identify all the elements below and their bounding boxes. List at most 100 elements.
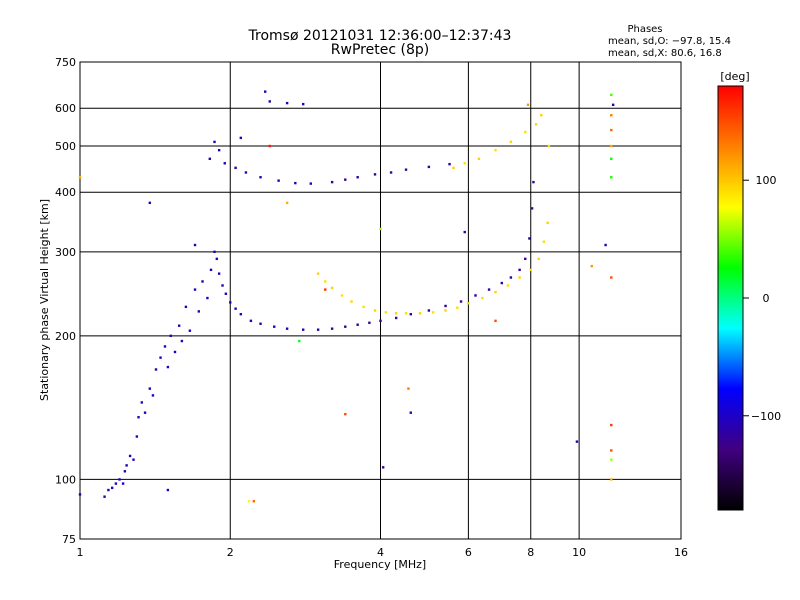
data-point [234,307,237,310]
colorbar-tick-label: −100 [751,410,781,423]
data-point [163,345,167,348]
data-point [394,316,398,320]
data-point [223,162,226,165]
data-point [154,368,158,371]
data-point [368,321,371,324]
data-point [213,140,216,144]
data-point [534,123,538,126]
data-point [217,272,221,275]
data-point [344,178,347,181]
data-point [384,311,388,314]
data-point [316,328,320,331]
data-point [474,294,477,297]
data-point [208,157,212,161]
data-point [528,237,531,240]
data-point [610,478,613,481]
data-point [180,339,184,343]
plot-area: 1 2 4 6 8 10 16 75 100 200 300 400 500 600 750 [55,56,688,559]
data-point [356,323,359,326]
data-point [448,162,451,166]
data-point [197,310,201,313]
stats-line-o: mean, sd,O: −97.8, 15.4 [608,36,731,47]
data-point [239,136,243,140]
data-point [610,128,613,132]
data-point [494,290,497,294]
data-point [285,201,289,205]
data-point [494,148,497,152]
data-point [324,280,327,283]
data-point [249,319,253,323]
data-point [229,301,232,304]
data-point [148,201,152,205]
x-ticks: 1 2 4 6 8 10 16 [77,546,689,559]
data-point [452,166,455,170]
data-point [193,288,197,291]
data-point [143,411,147,414]
data-point [78,493,82,496]
data-point [137,416,140,419]
data-point [121,482,125,485]
data-point [537,257,540,261]
data-point [330,286,334,290]
x-axis-label: Frequency [MHz] [334,558,426,571]
y-tick-label: 500 [55,140,76,153]
y-tick-label: 200 [55,330,76,343]
data-point [221,284,224,287]
x-tick-label: 4 [377,546,384,559]
data-point [463,230,466,234]
data-point [394,312,398,315]
data-point [524,257,527,261]
data-point [487,288,491,291]
x-tick-label: 6 [465,546,472,559]
data-point [610,93,613,97]
data-point [166,365,170,369]
data-point [151,394,155,397]
data-point [389,171,393,174]
y-tick-label: 100 [55,473,76,486]
data-point [524,130,527,134]
data-point [213,250,216,254]
data-point [373,309,377,312]
data-point [509,140,513,144]
stats-line-x: mean, sd,X: 80.6, 16.8 [608,48,722,59]
data-point [529,268,532,272]
data-point [463,162,466,165]
data-point [427,309,431,312]
data-point [381,466,385,469]
data-point [350,300,353,303]
data-point [239,312,243,316]
data-point [500,281,504,285]
y-tick-label: 300 [55,246,76,259]
data-point [259,322,262,325]
data-point [340,294,344,297]
data-point [309,182,312,185]
data-point [356,176,359,179]
colorbar-gradient [717,85,744,511]
data-point [610,449,613,452]
x-tick-label: 2 [227,546,234,559]
data-point [477,157,481,161]
data-point [268,144,271,148]
stats-header: Phases [627,24,662,35]
data-point [610,276,613,279]
data-point [379,227,382,231]
data-point [285,327,289,330]
data-point [159,356,162,359]
data-point [610,176,613,179]
data-point [404,312,408,315]
data-point [268,100,271,103]
data-point [610,423,613,427]
data-point [444,309,447,312]
data-point [611,103,615,107]
data-point [193,243,197,247]
data-point [610,458,613,461]
data-point [247,500,251,503]
data-point [169,334,172,338]
data-point [184,305,188,309]
data-point [140,401,144,404]
data-point [107,488,110,492]
data-point [518,268,521,272]
data-point [427,165,431,169]
data-point [128,454,132,458]
